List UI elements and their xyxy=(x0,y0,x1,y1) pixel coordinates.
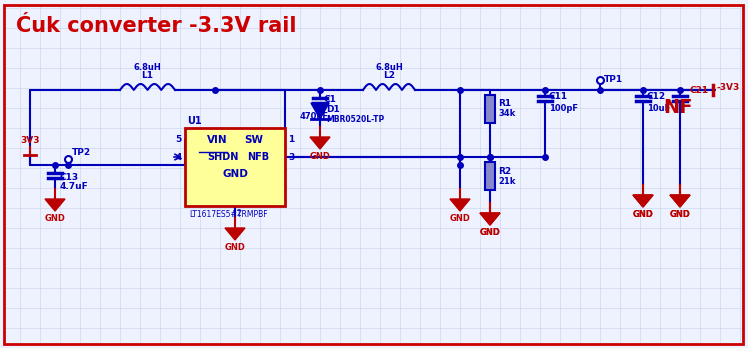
Polygon shape xyxy=(633,195,653,207)
Text: D1: D1 xyxy=(326,105,340,114)
Text: NF: NF xyxy=(663,98,693,117)
Polygon shape xyxy=(311,103,329,119)
Polygon shape xyxy=(450,199,470,211)
Polygon shape xyxy=(310,137,330,149)
Polygon shape xyxy=(45,199,65,211)
Text: C13: C13 xyxy=(60,173,79,182)
Text: GND: GND xyxy=(669,210,690,219)
Text: L2: L2 xyxy=(383,71,395,80)
Text: TP1: TP1 xyxy=(604,76,623,85)
Text: -3V3: -3V3 xyxy=(717,84,741,93)
Text: SW: SW xyxy=(244,135,263,145)
Text: MBR0520L-TP: MBR0520L-TP xyxy=(326,115,384,124)
Text: SHDN: SHDN xyxy=(207,152,239,162)
Text: 1: 1 xyxy=(288,135,294,144)
Text: U1: U1 xyxy=(187,116,202,126)
Text: C11: C11 xyxy=(549,92,568,101)
FancyBboxPatch shape xyxy=(485,162,495,190)
Polygon shape xyxy=(670,195,690,207)
Text: GND: GND xyxy=(222,169,248,179)
Text: 6.8uH: 6.8uH xyxy=(134,63,162,72)
Text: TP2: TP2 xyxy=(72,148,91,157)
Text: 10uF: 10uF xyxy=(647,104,670,113)
Text: 34k: 34k xyxy=(498,110,515,119)
Text: L1: L1 xyxy=(141,71,153,80)
Text: LT1617ES5#TRMPBF: LT1617ES5#TRMPBF xyxy=(189,210,268,219)
Polygon shape xyxy=(480,213,500,225)
Text: GND: GND xyxy=(479,228,500,237)
Text: NFB: NFB xyxy=(247,152,269,162)
Text: 6.8uH: 6.8uH xyxy=(375,63,403,72)
FancyBboxPatch shape xyxy=(185,128,285,206)
Text: C12: C12 xyxy=(647,92,666,101)
Text: 5: 5 xyxy=(176,135,182,144)
Polygon shape xyxy=(225,228,245,240)
Text: GND: GND xyxy=(224,243,245,252)
FancyBboxPatch shape xyxy=(485,95,495,123)
Text: 470nF: 470nF xyxy=(300,112,329,121)
Text: GND: GND xyxy=(310,152,331,161)
Text: GND: GND xyxy=(669,210,690,219)
Text: GND: GND xyxy=(633,210,654,219)
Polygon shape xyxy=(670,195,690,207)
Text: 3: 3 xyxy=(288,152,294,161)
Text: GND: GND xyxy=(45,214,65,223)
Polygon shape xyxy=(480,213,500,225)
Polygon shape xyxy=(633,195,653,207)
Text: R2: R2 xyxy=(498,166,511,175)
Text: C21: C21 xyxy=(690,86,709,95)
Text: 4: 4 xyxy=(176,152,182,161)
Text: 3V3: 3V3 xyxy=(20,136,40,145)
Text: 21k: 21k xyxy=(498,176,515,185)
Text: GND: GND xyxy=(479,228,500,237)
Text: Ćuk converter -3.3V rail: Ćuk converter -3.3V rail xyxy=(16,16,296,36)
Text: 100pF: 100pF xyxy=(549,104,578,113)
Text: GND: GND xyxy=(450,214,470,223)
Text: 4.7uF: 4.7uF xyxy=(60,182,89,191)
Text: VIN: VIN xyxy=(207,135,227,145)
Text: GND: GND xyxy=(633,210,654,219)
Text: R1: R1 xyxy=(498,100,511,109)
Text: C1: C1 xyxy=(324,95,337,104)
Text: 2: 2 xyxy=(237,209,242,218)
